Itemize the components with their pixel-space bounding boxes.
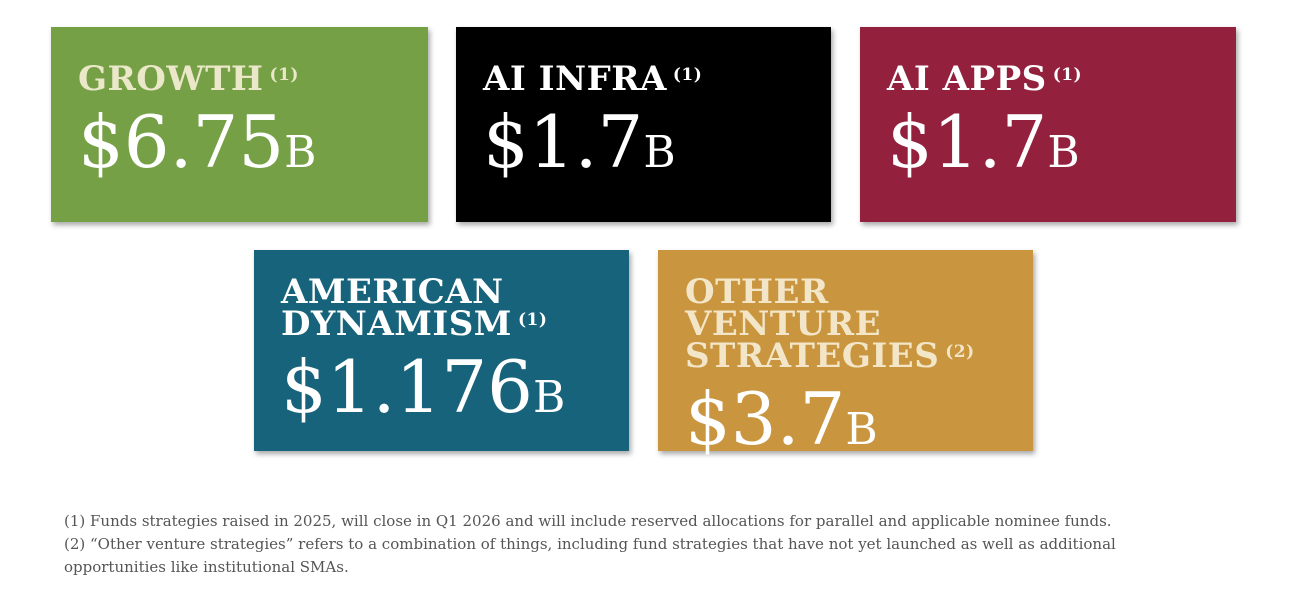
card-amount: $1.176 <box>281 345 533 429</box>
card-amount-row: $6.75B <box>78 99 428 196</box>
card-amount-row: $1.7B <box>887 99 1236 196</box>
card-unit: B <box>845 404 878 455</box>
card-amount-row: $3.7B <box>685 376 1033 473</box>
card-title: AMERICAN DYNAMISM <box>281 272 512 344</box>
footnotes: (1) Funds strategies raised in 2025, wil… <box>64 510 1134 579</box>
fund-card: AI INFRA (1) $1.7B <box>456 27 831 222</box>
card-title-row: OTHER VENTURE STRATEGIES (2) <box>685 275 1015 373</box>
footnote: (2) “Other venture strategies” refers to… <box>64 535 1116 576</box>
card-note: (2) <box>945 342 975 362</box>
card-title: OTHER VENTURE STRATEGIES <box>685 272 940 376</box>
card-amount: $3.7 <box>685 377 846 461</box>
card-unit: B <box>1047 127 1080 178</box>
card-title: GROWTH <box>78 59 264 99</box>
fund-card: AI APPS (1) $1.7B <box>860 27 1236 222</box>
card-note: (1) <box>517 310 548 330</box>
card-amount-row: $1.176B <box>281 344 629 441</box>
card-amount-row: $1.7B <box>483 99 831 196</box>
card-title-row: AMERICAN DYNAMISM (1) <box>281 275 551 341</box>
card-note: (1) <box>1052 65 1083 85</box>
card-amount: $1.7 <box>483 100 644 184</box>
card-title-row: AI APPS (1) <box>887 62 1236 96</box>
fund-card: AMERICAN DYNAMISM (1) $1.176B <box>254 250 629 451</box>
card-amount: $1.7 <box>887 100 1048 184</box>
card-unit: B <box>532 372 566 423</box>
card-amount: $6.75 <box>78 100 285 184</box>
card-unit: B <box>643 127 676 178</box>
card-unit: B <box>284 127 317 178</box>
card-title: AI INFRA <box>483 59 667 99</box>
card-note: (1) <box>672 65 703 85</box>
card-title-row: GROWTH (1) <box>78 62 428 96</box>
card-note: (1) <box>269 65 299 85</box>
footnote: (1) Funds strategies raised in 2025, wil… <box>64 512 1112 530</box>
card-title: AI APPS <box>887 59 1047 99</box>
fund-card: OTHER VENTURE STRATEGIES (2) $3.7B <box>658 250 1033 461</box>
card-title-row: AI INFRA (1) <box>483 62 831 96</box>
fund-card: GROWTH (1) $6.75B <box>51 27 428 222</box>
